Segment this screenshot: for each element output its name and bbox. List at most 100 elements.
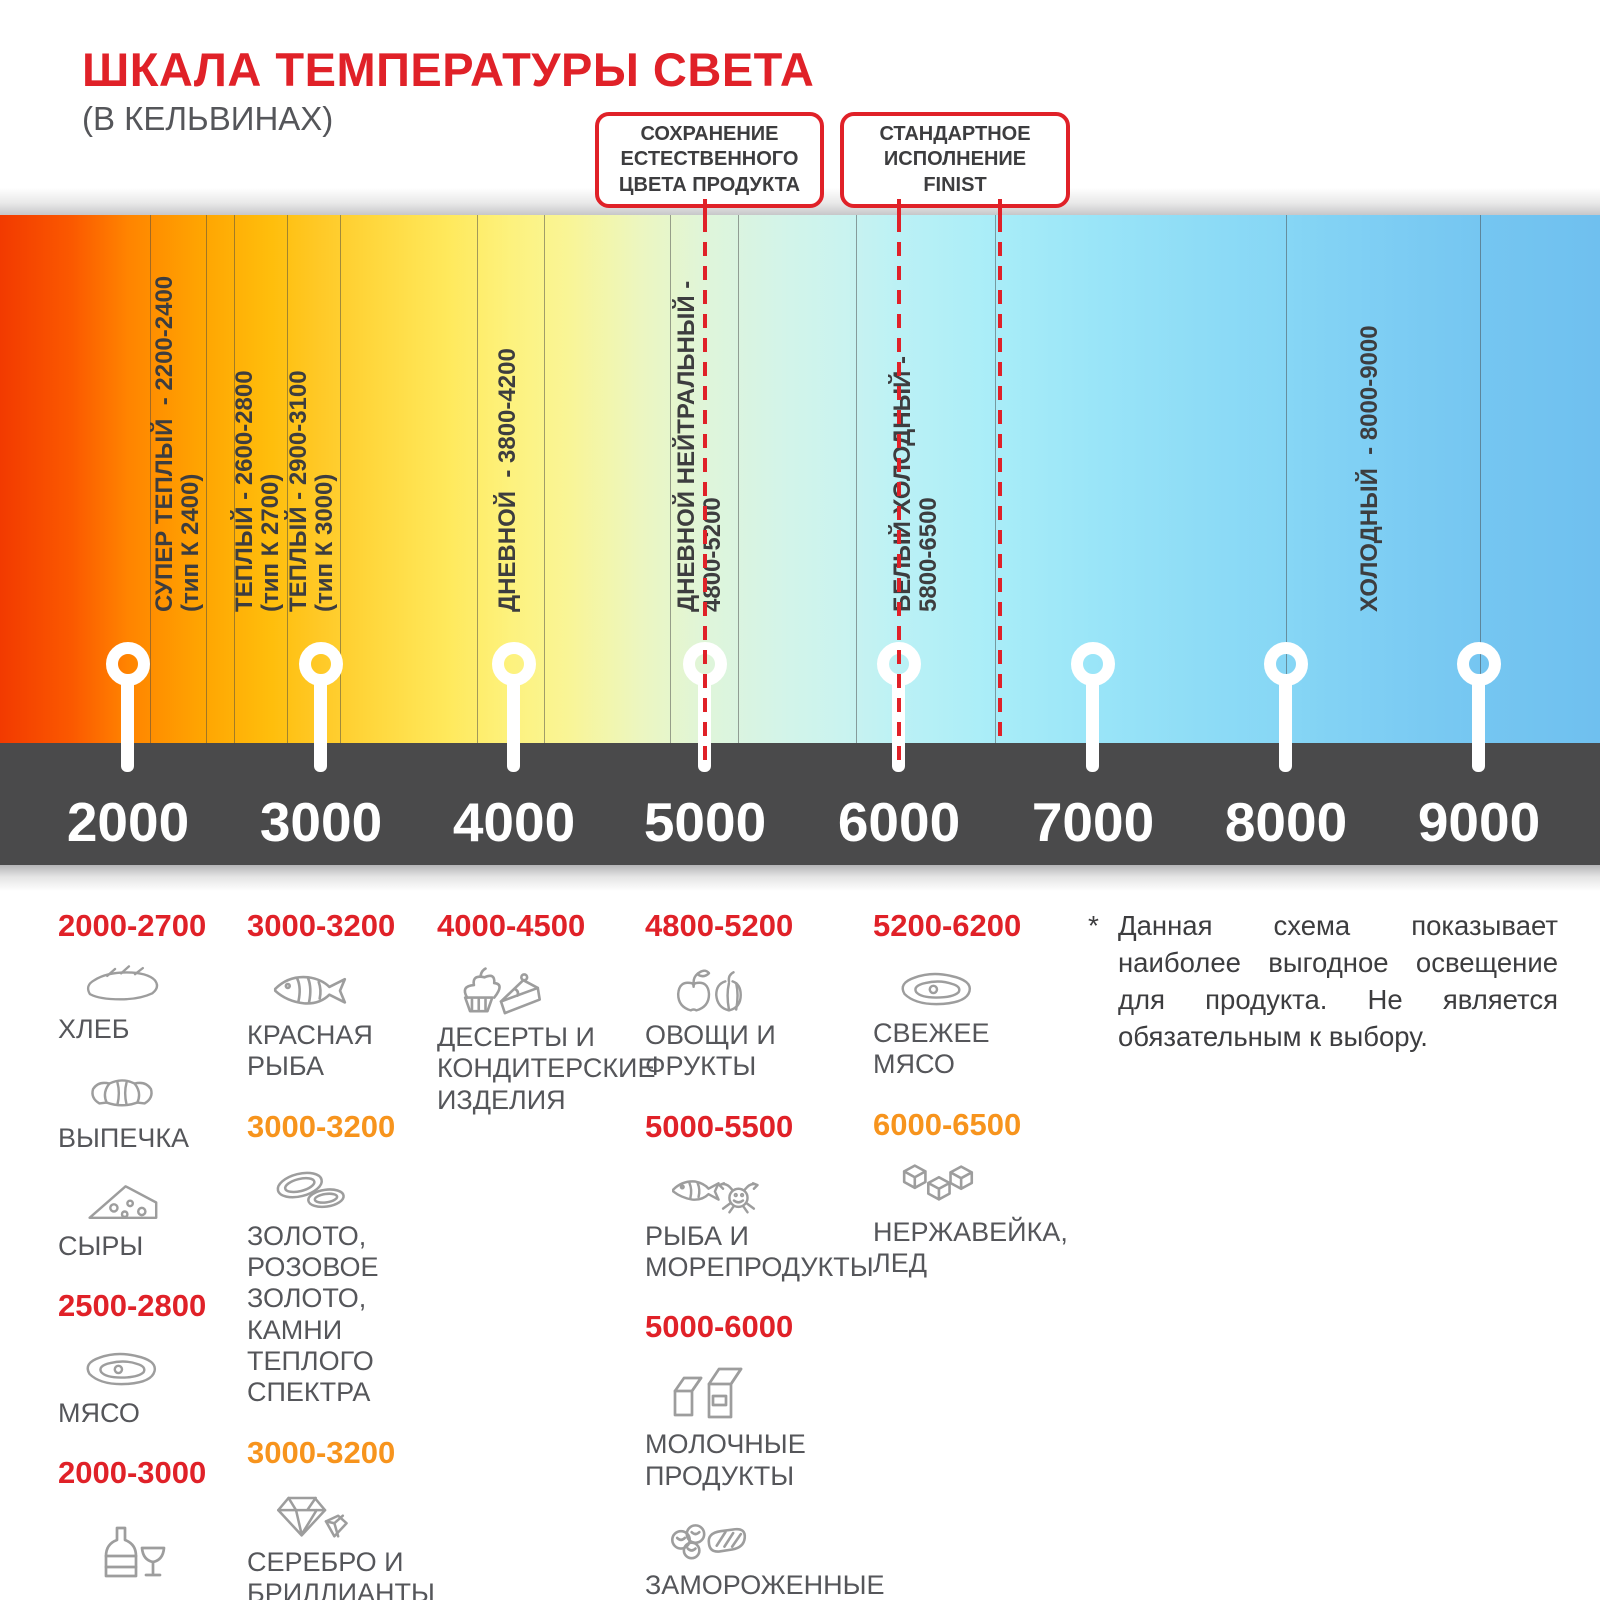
footnote-text: Данная схема показывает наиболее выгодно… <box>1118 910 1558 1052</box>
list-item: НЕРЖАВЕЙКА, ЛЕД <box>873 1155 1088 1280</box>
callout-natural-color: СОХРАНЕНИЕ ЕСТЕСТВЕННОГО ЦВЕТА ПРОДУКТА <box>595 112 824 208</box>
scale-pin-stem <box>314 680 327 772</box>
list-item: РЫБА И МОРЕПРОДУКТЫ <box>645 1157 874 1284</box>
band-label-super-warm: СУПЕР ТЕПЛЫЙ - 2200-2400 (тип К 2400) <box>151 275 204 612</box>
diamond-icon <box>276 1496 348 1538</box>
range-label: 3000-3200 <box>247 1434 396 1470</box>
list-item: ЗОЛОТО, РОЗОВОЕ ЗОЛОТО, КАМНИ ТЕПЛОГО СП… <box>247 1157 437 1409</box>
range-label: 2000-2700 <box>58 908 207 943</box>
range-boundary-line <box>1480 215 1481 743</box>
range-boundary-line <box>738 215 739 743</box>
scale-pin-2000 <box>106 642 150 686</box>
tick-4000: 4000 <box>452 791 576 853</box>
item-label: АКОГОЛЬ <box>58 1597 247 1600</box>
ice-cubes-icon <box>902 1163 974 1201</box>
range-label: 3000-3200 <box>247 1108 396 1144</box>
item-label: ХЛЕБ <box>58 1014 130 1044</box>
scale-pin-stem <box>1086 680 1099 772</box>
category-column-4: 4800-5200 ОВОЩИ И ФРУКТЫ 5000-5500 <box>645 908 885 1600</box>
category-block: 5000-5500 РЫБА И МОРЕПРОДУКТЫ <box>645 1108 874 1284</box>
scale-pin-stem <box>1472 680 1485 772</box>
range-label: 4000-4500 <box>437 908 586 943</box>
category-section: 2000-2700 ХЛЕБ ВЫПЕЧКА <box>58 908 1558 1600</box>
category-block: 3000-3200 ЗОЛОТО, РОЗОВОЕ ЗОЛОТО, КАМНИ … <box>247 1109 437 1409</box>
item-label: СЕРЕБРО И БРИЛЛИАНТЫ <box>247 1546 435 1600</box>
category-block: 3000-3200 СЕРЕБРО И БРИЛЛИАНТЫ <box>247 1435 437 1600</box>
footnote-asterisk: * <box>1088 910 1099 941</box>
item-label: ОВОЩИ И ФРУКТЫ <box>645 1020 776 1082</box>
page-title: ШКАЛА ТЕМПЕРАТУРЫ СВЕТА <box>82 43 815 96</box>
range-boundary-line <box>150 215 151 743</box>
croissant-icon <box>91 1079 153 1107</box>
list-item: ХЛЕБ <box>58 956 247 1045</box>
list-item: МОЛОЧНЫЕ ПРОДУКТЫ <box>645 1357 873 1492</box>
range-label: 5000-6000 <box>645 1309 794 1345</box>
band-label-cold: ХОЛОДНЫЙ - 8000-9000 <box>1356 325 1383 612</box>
frozen-food-icon <box>671 1523 747 1560</box>
tick-7000: 7000 <box>1031 791 1155 853</box>
dairy-icon <box>673 1367 743 1419</box>
alcohol-icon <box>104 1526 166 1578</box>
list-item: ВЫПЕЧКА <box>58 1061 247 1154</box>
list-item: ДЕСЕРТЫ И КОНДИТЕРСКИЕ ИЗДЕЛИЯ <box>437 956 656 1116</box>
list-item: МЯСО <box>58 1336 247 1429</box>
vegetables-icon <box>676 969 742 1012</box>
item-label: ЗАМОРОЖЕННЫЕ ПОЛУФАБРИКАТЫ <box>645 1569 885 1600</box>
item-label: МЯСО <box>58 1397 140 1428</box>
kelvin-axis-bar <box>0 743 1600 865</box>
meat-icon <box>86 1352 157 1386</box>
item-label: ЗОЛОТО, РОЗОВОЕ ЗОЛОТО, КАМНИ ТЕПЛОГО СП… <box>247 1220 379 1408</box>
range-boundary-line <box>995 215 996 743</box>
bread-icon <box>86 965 159 1001</box>
scale-pin-stem <box>507 680 520 772</box>
band-label-daylight: ДНЕВНОЙ - 3800-4200 <box>494 348 521 612</box>
category-block: 4800-5200 ОВОЩИ И ФРУКТЫ <box>645 908 873 1083</box>
scale-pin-stem <box>121 680 134 772</box>
scale-pin-9000 <box>1457 642 1501 686</box>
scale-pin-7000 <box>1071 642 1115 686</box>
category-column-5: 5200-6200 СВЕЖЕЕ МЯСО 6000-6500 <box>873 908 1088 1305</box>
callout-finist-standard: СТАНДАРТНОЕ ИСПОЛНЕНИЕ FINIST <box>840 112 1070 208</box>
range-boundary-line <box>1286 215 1287 743</box>
tick-8000: 8000 <box>1224 791 1348 853</box>
list-item: СЫРЫ <box>58 1171 247 1262</box>
band-label-warm-2700: ТЕПЛЫЙ - 2600-2800 (тип К 2700) <box>231 370 284 612</box>
item-label: НЕРЖАВЕЙКА, ЛЕД <box>873 1216 1068 1278</box>
band-label-warm-3000: ТЕПЛЫЙ - 2900-3100 (тип К 3000) <box>285 370 338 612</box>
item-label: КРАСНАЯ РЫБА <box>247 1020 373 1082</box>
range-boundary-line <box>544 215 545 743</box>
list-item: КРАСНАЯ РЫБА <box>247 956 437 1083</box>
tick-5000: 5000 <box>643 791 767 853</box>
category-block: 3000-3200 КРАСНАЯ РЫБА <box>247 908 437 1083</box>
dashed-guide-5000 <box>703 218 707 770</box>
page-subtitle: (В КЕЛЬВИНАХ) <box>82 100 334 137</box>
band-label-day-neutral: ДНЕВНОЙ НЕЙТРАЛЬНЫЙ - 4800-5200 <box>673 280 726 612</box>
item-label: ВЫПЕЧКА <box>58 1123 190 1154</box>
category-block: 6000-6500 НЕРЖАВЕЙКА, ЛЕД <box>873 1107 1088 1280</box>
range-boundary-line <box>234 215 235 743</box>
range-label: 5000-5500 <box>645 1108 794 1144</box>
item-label: ДЕСЕРТЫ И КОНДИТЕРСКИЕ ИЗДЕЛИЯ <box>437 1022 656 1115</box>
callout-connector <box>998 199 1002 219</box>
category-block: 2000-2700 ХЛЕБ ВЫПЕЧКА <box>58 908 247 1262</box>
category-column-2: 3000-3200 КРАСНАЯ РЫБА 3000-3200 ЗОЛОТО,… <box>247 908 437 1600</box>
item-label: СЫРЫ <box>58 1230 144 1261</box>
tick-6000: 6000 <box>837 791 961 853</box>
rings-icon <box>276 1171 345 1208</box>
category-block: 4000-4500 ДЕСЕРТЫ И КОНДИТЕРСКИЕ ИЗДЕЛИЯ <box>437 908 656 1116</box>
list-item: СЕРЕБРО И БРИЛЛИАНТЫ <box>247 1483 437 1600</box>
category-block: 5200-6200 СВЕЖЕЕ МЯСО <box>873 908 1088 1081</box>
item-label: РЫБА И МОРЕПРОДУКТЫ <box>645 1220 874 1282</box>
range-boundary-line <box>856 215 857 743</box>
scale-pin-8000 <box>1264 642 1308 686</box>
tick-3000: 3000 <box>259 791 383 853</box>
cheese-icon <box>88 1184 158 1219</box>
range-boundary-line <box>670 215 671 743</box>
tick-9000: 9000 <box>1417 791 1541 853</box>
footnote: * Данная схема показывает наиболее выгод… <box>1088 908 1558 1055</box>
list-item: ЗАМОРОЖЕННЫЕ ПОЛУФАБРИКАТЫ <box>645 1508 885 1600</box>
dashed-guide-6500 <box>998 218 1002 745</box>
desserts-icon <box>463 967 542 1015</box>
fish-icon <box>273 975 347 1005</box>
